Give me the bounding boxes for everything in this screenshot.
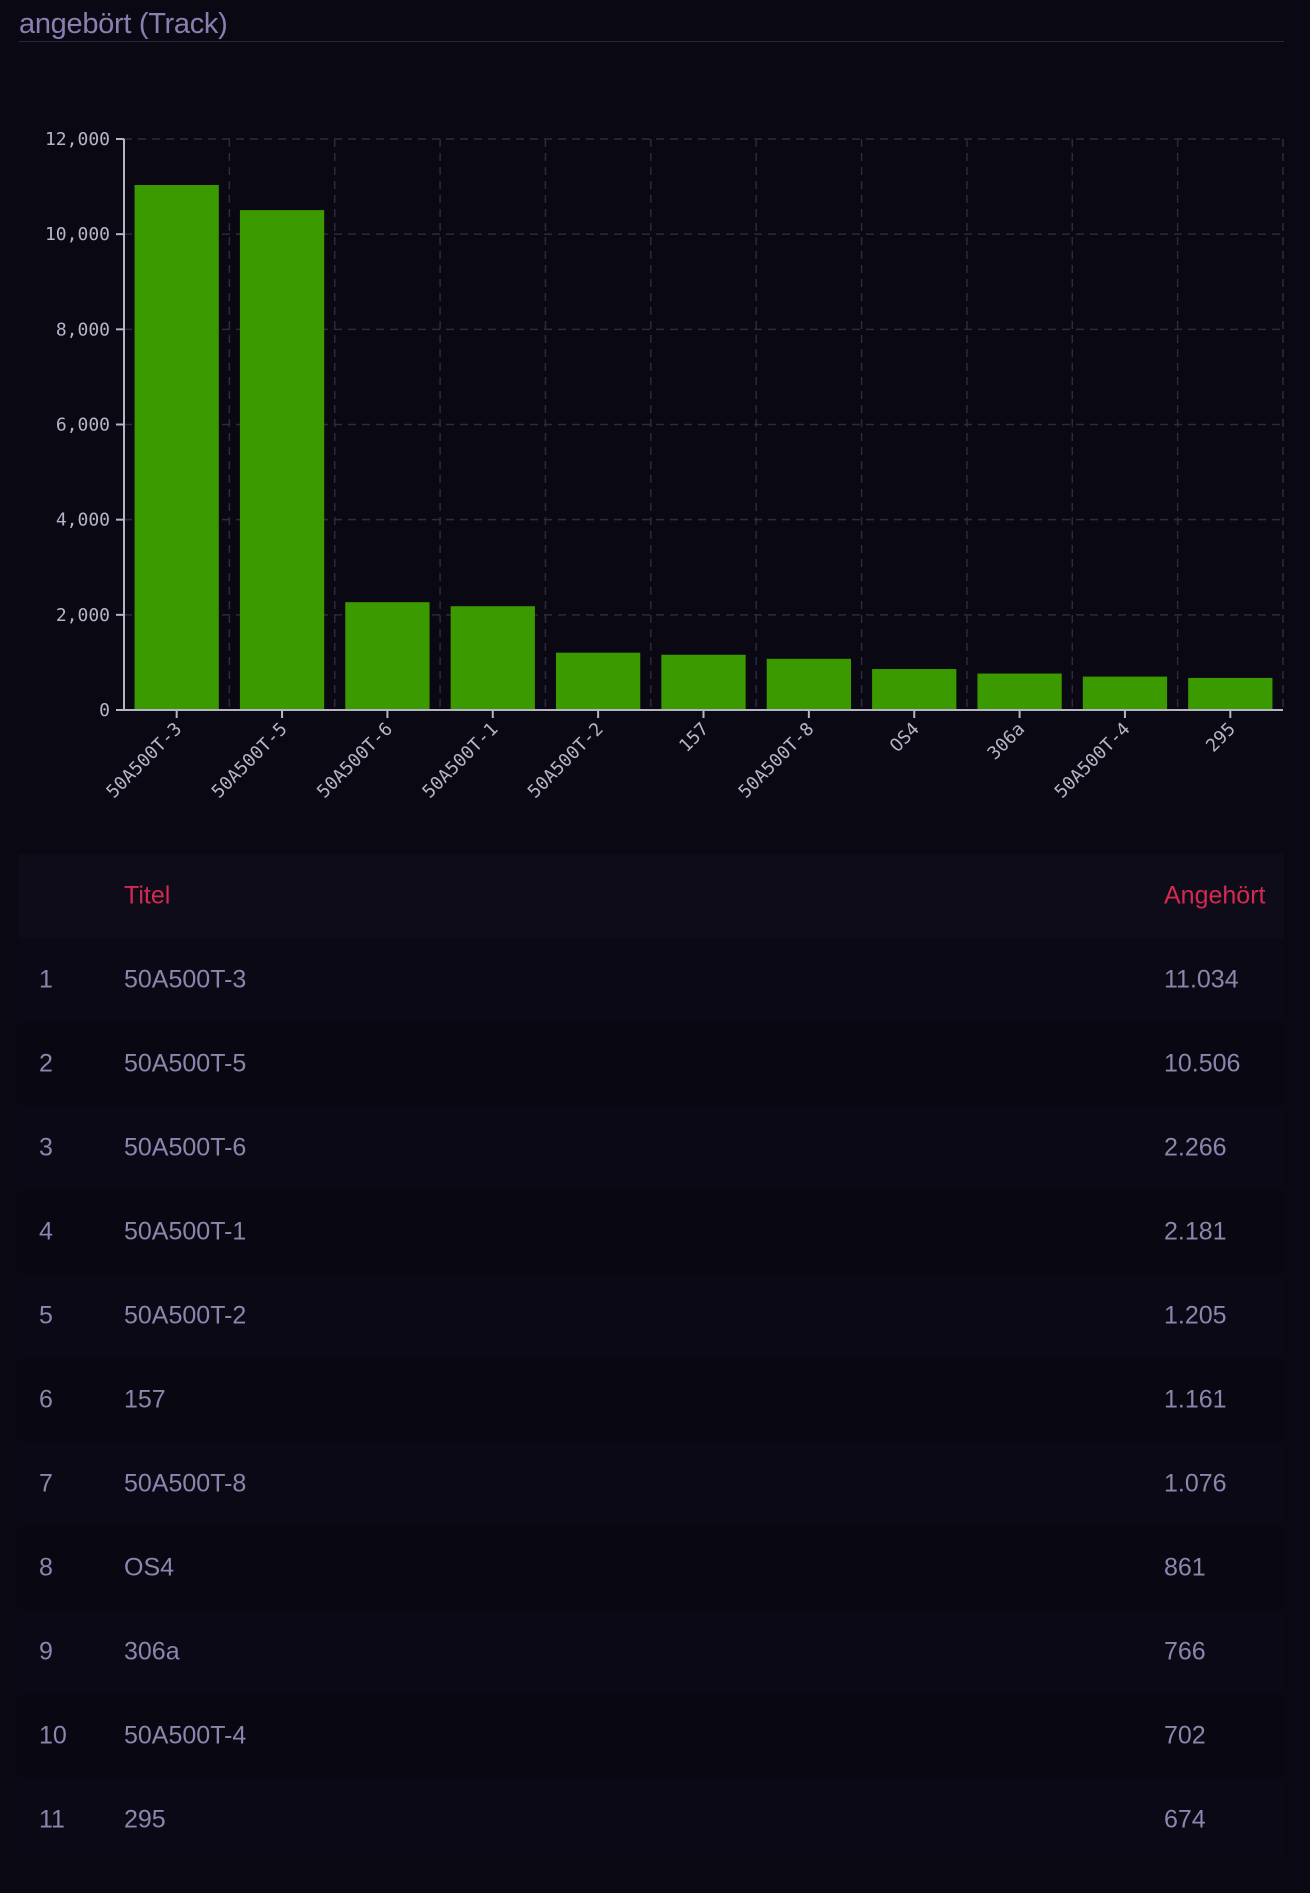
bar-chart: 0 2,000 4,000 6,000 8,000 10,000 12,000 50A500… bbox=[45, 129, 1284, 803]
y-tick-label: 6,000 bbox=[56, 415, 110, 436]
title-divider bbox=[19, 41, 1284, 42]
table-row[interactable]: 8 OS4 861 bbox=[19, 1526, 1284, 1610]
table-body: 1 50A500T-3 11.034 2 50A500T-5 10.506 3 50A500T… bbox=[19, 938, 1284, 1862]
rank-cell: 3 bbox=[39, 1133, 53, 1162]
table-row[interactable]: 6 157 1.161 bbox=[19, 1358, 1284, 1442]
plays-cell: 1.076 bbox=[1164, 1469, 1227, 1498]
x-tick-label: 50A500T-8 bbox=[735, 719, 819, 803]
x-tick-label: 50A500T-4 bbox=[1051, 719, 1135, 803]
rank-cell: 5 bbox=[39, 1301, 53, 1330]
title-cell: 50A500T-8 bbox=[124, 1469, 247, 1498]
bar-50A500T-3 bbox=[134, 184, 219, 710]
bar-50A500T-2 bbox=[555, 652, 641, 710]
plays-cell: 2.181 bbox=[1164, 1217, 1227, 1246]
bar-50A500T-1 bbox=[450, 606, 535, 710]
table-row[interactable]: 1 50A500T-3 11.034 bbox=[19, 938, 1284, 1022]
table-row[interactable]: 2 50A500T-5 10.506 bbox=[19, 1022, 1284, 1106]
title-cell: 50A500T-5 bbox=[124, 1049, 247, 1078]
table-row[interactable]: 9 306a 766 bbox=[19, 1610, 1284, 1694]
bar-50A500T-4 bbox=[1082, 676, 1168, 710]
title-cell: 295 bbox=[124, 1805, 166, 1834]
rank-cell: 2 bbox=[39, 1049, 53, 1078]
title-cell: 50A500T-2 bbox=[124, 1301, 247, 1330]
x-tick-label: 295 bbox=[1202, 719, 1240, 757]
ranking-table: Titel Angehört 1 50A500T-3 11.034 2 50A500T-… bbox=[19, 854, 1284, 1893]
bar-50A500T-5 bbox=[239, 210, 325, 711]
bar-295 bbox=[1188, 677, 1273, 710]
plays-cell: 702 bbox=[1164, 1721, 1206, 1750]
title-cell: 50A500T-4 bbox=[124, 1721, 247, 1750]
x-tick-label: 50A500T-1 bbox=[418, 719, 502, 803]
table-row[interactable]: 10 50A500T-4 702 bbox=[19, 1694, 1284, 1778]
table-row[interactable]: 3 50A500T-6 2.266 bbox=[19, 1106, 1284, 1190]
chart-grid bbox=[124, 138, 1284, 710]
x-axis-ticks: 50A500T-3 50A500T-5 50A500T-6 50A500T-1 50A5… bbox=[102, 710, 1240, 803]
bar-306a bbox=[977, 673, 1062, 710]
title-cell: 306a bbox=[124, 1637, 180, 1666]
bar-50A500T-6 bbox=[345, 602, 430, 710]
y-tick-label: 4,000 bbox=[56, 510, 110, 531]
page-title: angebört (Track) bbox=[19, 8, 228, 40]
rank-cell: 1 bbox=[39, 965, 53, 994]
table-row[interactable]: 4 50A500T-1 2.181 bbox=[19, 1190, 1284, 1274]
x-tick-label: 50A500T-2 bbox=[524, 719, 608, 803]
y-tick-label: 0 bbox=[99, 700, 110, 721]
plays-cell: 861 bbox=[1164, 1553, 1206, 1582]
rank-cell: 10 bbox=[39, 1721, 67, 1750]
plays-cell: 1.161 bbox=[1164, 1385, 1227, 1414]
x-tick-label: 306a bbox=[984, 719, 1030, 765]
rank-cell: 9 bbox=[39, 1637, 53, 1666]
bar-157 bbox=[661, 654, 746, 710]
chart-bars bbox=[134, 184, 1273, 711]
header-title[interactable]: Titel bbox=[124, 881, 171, 910]
y-axis-ticks: 0 2,000 4,000 6,000 8,000 10,000 12,000 bbox=[45, 129, 124, 721]
bar-OS4 bbox=[872, 669, 957, 710]
rank-cell: 4 bbox=[39, 1217, 53, 1246]
rank-cell: 7 bbox=[39, 1469, 53, 1498]
y-tick-label: 8,000 bbox=[56, 319, 110, 340]
plays-cell: 10.506 bbox=[1164, 1049, 1241, 1078]
table-row[interactable]: 7 50A500T-8 1.076 bbox=[19, 1442, 1284, 1526]
title-cell: 50A500T-1 bbox=[124, 1217, 247, 1246]
bar-50A500T-8 bbox=[766, 658, 852, 710]
title-cell: 50A500T-3 bbox=[124, 965, 247, 994]
plays-cell: 2.266 bbox=[1164, 1133, 1227, 1162]
table-header: Titel Angehört bbox=[19, 854, 1284, 938]
x-tick-label: OS4 bbox=[886, 719, 924, 757]
plays-cell: 674 bbox=[1164, 1805, 1206, 1834]
header-plays[interactable]: Angehört bbox=[1164, 881, 1266, 910]
y-tick-label: 2,000 bbox=[56, 605, 110, 626]
title-cell: 157 bbox=[124, 1385, 166, 1414]
x-tick-label: 50A500T-5 bbox=[208, 719, 292, 803]
plays-cell: 766 bbox=[1164, 1637, 1206, 1666]
y-tick-label: 10,000 bbox=[45, 224, 110, 245]
plays-cell: 11.034 bbox=[1164, 965, 1239, 994]
rank-cell: 8 bbox=[39, 1553, 53, 1582]
x-tick-label: 50A500T-6 bbox=[313, 719, 397, 803]
table-row[interactable]: 11 295 674 bbox=[19, 1778, 1284, 1862]
title-cell: OS4 bbox=[124, 1553, 175, 1582]
x-tick-label: 50A500T-3 bbox=[102, 719, 186, 803]
y-tick-label: 12,000 bbox=[45, 129, 110, 150]
table-row[interactable]: 5 50A500T-2 1.205 bbox=[19, 1274, 1284, 1358]
rank-cell: 11 bbox=[39, 1805, 65, 1834]
rank-cell: 6 bbox=[39, 1385, 53, 1414]
x-tick-label: 157 bbox=[675, 719, 713, 757]
plays-cell: 1.205 bbox=[1164, 1301, 1227, 1330]
title-cell: 50A500T-6 bbox=[124, 1133, 247, 1162]
